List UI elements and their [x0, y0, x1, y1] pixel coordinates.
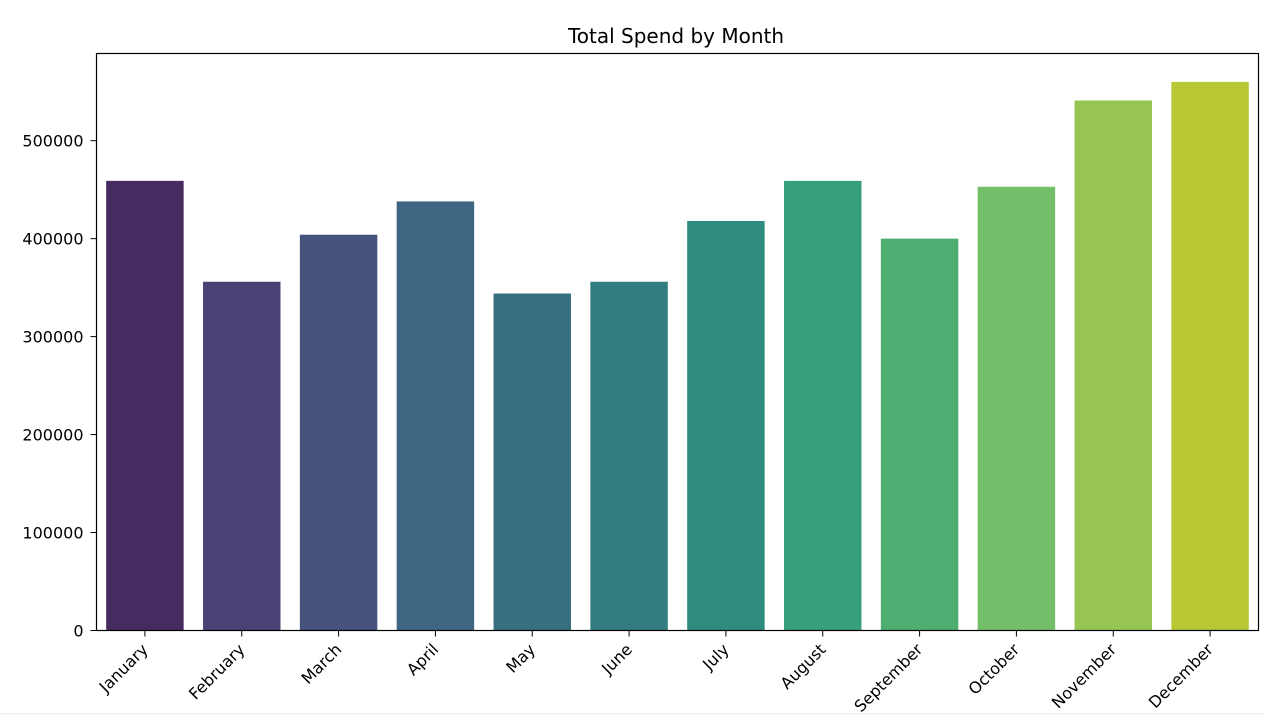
x-tick-label: February	[185, 640, 249, 704]
bar-march	[299, 234, 378, 631]
y-tick-label: 500000	[22, 132, 83, 151]
x-tick-label: September	[850, 640, 926, 715]
bar-july	[687, 221, 765, 631]
chart-title: Total Spend by Month	[567, 24, 784, 48]
y-tick-label: 300000	[22, 328, 83, 347]
bar-february	[203, 281, 281, 631]
y-tick-label: 400000	[22, 230, 83, 249]
bars-group	[106, 81, 1249, 631]
bar-december	[1171, 81, 1249, 631]
y-axis: 0 100000 200000 300000 400000 500000	[22, 132, 97, 641]
x-tick-label: May	[502, 640, 539, 677]
x-tick-label: June	[597, 640, 636, 679]
bar-august	[784, 180, 862, 631]
bottom-strip	[0, 713, 1263, 715]
plot-frame	[95, 52, 1260, 632]
x-tick-label: August	[777, 640, 830, 693]
x-tick-label: July	[698, 640, 732, 674]
bar-november	[1074, 100, 1152, 631]
x-axis: January February March April May June July Augu…	[95, 630, 1217, 715]
x-tick-label: January	[95, 640, 152, 697]
x-tick-label: October	[965, 640, 1024, 699]
y-tick-label: 100000	[22, 524, 83, 543]
bar-june	[590, 281, 668, 631]
y-tick-label: 0	[73, 622, 83, 641]
bar-october	[977, 186, 1056, 631]
y-tick-label: 200000	[22, 426, 83, 445]
bar-may	[493, 293, 571, 631]
bar-april	[396, 201, 475, 631]
x-tick-label: March	[297, 640, 345, 688]
x-tick-label: April	[403, 640, 442, 679]
x-tick-label: December	[1145, 640, 1217, 712]
bar-january	[106, 180, 184, 631]
x-tick-label: November	[1048, 640, 1121, 713]
bar-september	[880, 238, 959, 631]
